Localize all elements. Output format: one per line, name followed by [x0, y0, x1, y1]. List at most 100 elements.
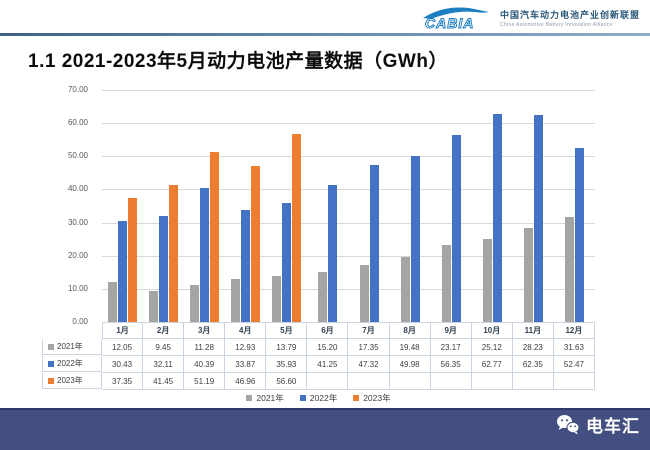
bar-2022年-2月	[159, 215, 169, 322]
table-value-cell: 49.98	[389, 356, 431, 373]
gridline	[102, 123, 595, 125]
y-axis-label: 50.00	[67, 151, 88, 161]
legend-item-2021年: 2021年	[246, 392, 284, 404]
table-month-header: 7月	[348, 322, 390, 339]
bar-2021年-9月	[441, 245, 451, 322]
table-row-label: 2023年	[42, 373, 102, 389]
y-axis-label: 60.00	[67, 118, 88, 128]
table-value-cell	[512, 373, 554, 390]
bar-2021年-1月	[108, 282, 118, 322]
table-value-cell: 51.19	[184, 373, 226, 390]
bar-group-1月	[102, 90, 143, 322]
header-divider	[0, 33, 650, 36]
table-value-cell: 33.87	[225, 356, 267, 373]
series-swatch	[48, 377, 54, 384]
table-value-cell	[553, 373, 595, 390]
table-month-header: 8月	[389, 322, 431, 339]
bar-2021年-10月	[482, 238, 492, 322]
bar-2022年-8月	[410, 156, 420, 322]
y-axis-label: 0.00	[72, 317, 88, 326]
table-value-cell: 62.77	[471, 356, 513, 373]
series-name: 2023年	[57, 376, 83, 385]
table-month-header: 12月	[553, 322, 595, 339]
bar-group-9月	[431, 90, 472, 322]
y-axis-label: 30.00	[67, 217, 88, 227]
bar-2023年-1月	[128, 198, 138, 322]
table-corner-cell	[42, 322, 102, 337]
bar-2021年-2月	[149, 290, 159, 322]
table-row-label: 2021年	[42, 339, 102, 355]
table-value-cell: 56.60	[266, 373, 308, 390]
chart: 70.00 60.00 50.00 40.00 30.00 20.00 10.00 0.00 …	[42, 85, 595, 405]
legend-label: 2021年	[256, 393, 284, 403]
plot-area	[102, 90, 595, 323]
table-value-cell	[307, 373, 349, 390]
bar-group-3月	[184, 90, 225, 322]
gridline	[102, 222, 595, 224]
legend: 2021年 2022年 2023年	[42, 392, 595, 404]
cabia-logo-icon: CABIA	[422, 7, 489, 31]
table-value-cell: 41.25	[307, 356, 349, 373]
bar-2022年-1月	[118, 221, 128, 322]
bar-2021年-6月	[318, 271, 328, 322]
svg-text:CABIA: CABIA	[425, 15, 474, 31]
bar-group-5月	[266, 90, 307, 322]
bar-2022年-11月	[533, 115, 543, 322]
series-swatch	[48, 343, 54, 350]
bar-group-6月	[307, 90, 348, 322]
table-value-cell: 28.23	[512, 339, 554, 356]
table-value-cell: 31.63	[553, 339, 595, 356]
table-value-cell: 32.11	[143, 356, 185, 373]
bar-2021年-12月	[564, 217, 574, 322]
table-value-cell: 30.43	[102, 356, 144, 373]
bar-2023年-4月	[251, 166, 261, 322]
org-name: 中国汽车动力电池产业创新联盟 China Automotive Battery …	[500, 8, 640, 28]
table-value-cell: 15.20	[307, 339, 349, 356]
header: CABIA 中国汽车动力电池产业创新联盟 China Automotive Ba…	[0, 0, 650, 33]
table-value-cell: 12.93	[225, 339, 267, 356]
table-value-cell: 23.17	[430, 339, 472, 356]
bar-group-10月	[472, 90, 513, 322]
gridline	[102, 255, 595, 257]
bar-group-4月	[225, 90, 266, 322]
bar-2021年-5月	[272, 276, 282, 322]
table-value-cell: 40.39	[184, 356, 226, 373]
y-axis-label: 40.00	[67, 184, 88, 194]
bar-2022年-9月	[451, 135, 461, 322]
gridline	[102, 288, 595, 290]
wechat-icon	[557, 415, 580, 435]
y-axis-label: 70.00	[67, 85, 88, 94]
series-name: 2022年	[57, 359, 83, 368]
legend-label: 2023年	[363, 393, 391, 403]
legend-swatch	[299, 395, 306, 401]
table-value-cell: 11.28	[184, 339, 226, 356]
table-month-header: 6月	[307, 322, 349, 339]
gridline	[102, 189, 595, 191]
bar-2022年-12月	[574, 148, 584, 322]
table-month-header: 5月	[266, 322, 308, 339]
bar-2021年-7月	[359, 264, 369, 322]
table-month-header: 3月	[184, 322, 226, 339]
legend-item-2023年: 2023年	[353, 392, 391, 404]
bar-2022年-10月	[492, 113, 502, 322]
bar-group-11月	[513, 90, 554, 322]
bar-group-8月	[390, 90, 431, 322]
table-value-cell: 25.12	[471, 339, 513, 356]
table-month-header: 2月	[143, 322, 185, 339]
legend-swatch	[246, 395, 253, 401]
y-axis: 70.00 60.00 50.00 40.00 30.00 20.00 10.00 0.00	[42, 85, 94, 326]
bar-group-7月	[349, 90, 390, 322]
bar-2022年-7月	[369, 165, 379, 322]
table-row-label: 2022年	[42, 356, 102, 372]
table-value-cell: 19.48	[389, 339, 431, 356]
footer-bar: 电车汇	[0, 408, 650, 450]
table-value-cell: 17.35	[348, 339, 390, 356]
data-table: 1月 2月 3月 4月 5月 6月 7月 8月 9月 10月 11月 12月 2021年 12.05 9.4…	[42, 322, 595, 390]
bar-2021年-8月	[400, 257, 410, 322]
bar-2021年-3月	[190, 284, 200, 322]
gridline	[102, 156, 595, 158]
table-month-header: 4月	[225, 322, 267, 339]
table-month-header: 11月	[512, 322, 554, 339]
table-value-cell: 52.47	[553, 356, 595, 373]
